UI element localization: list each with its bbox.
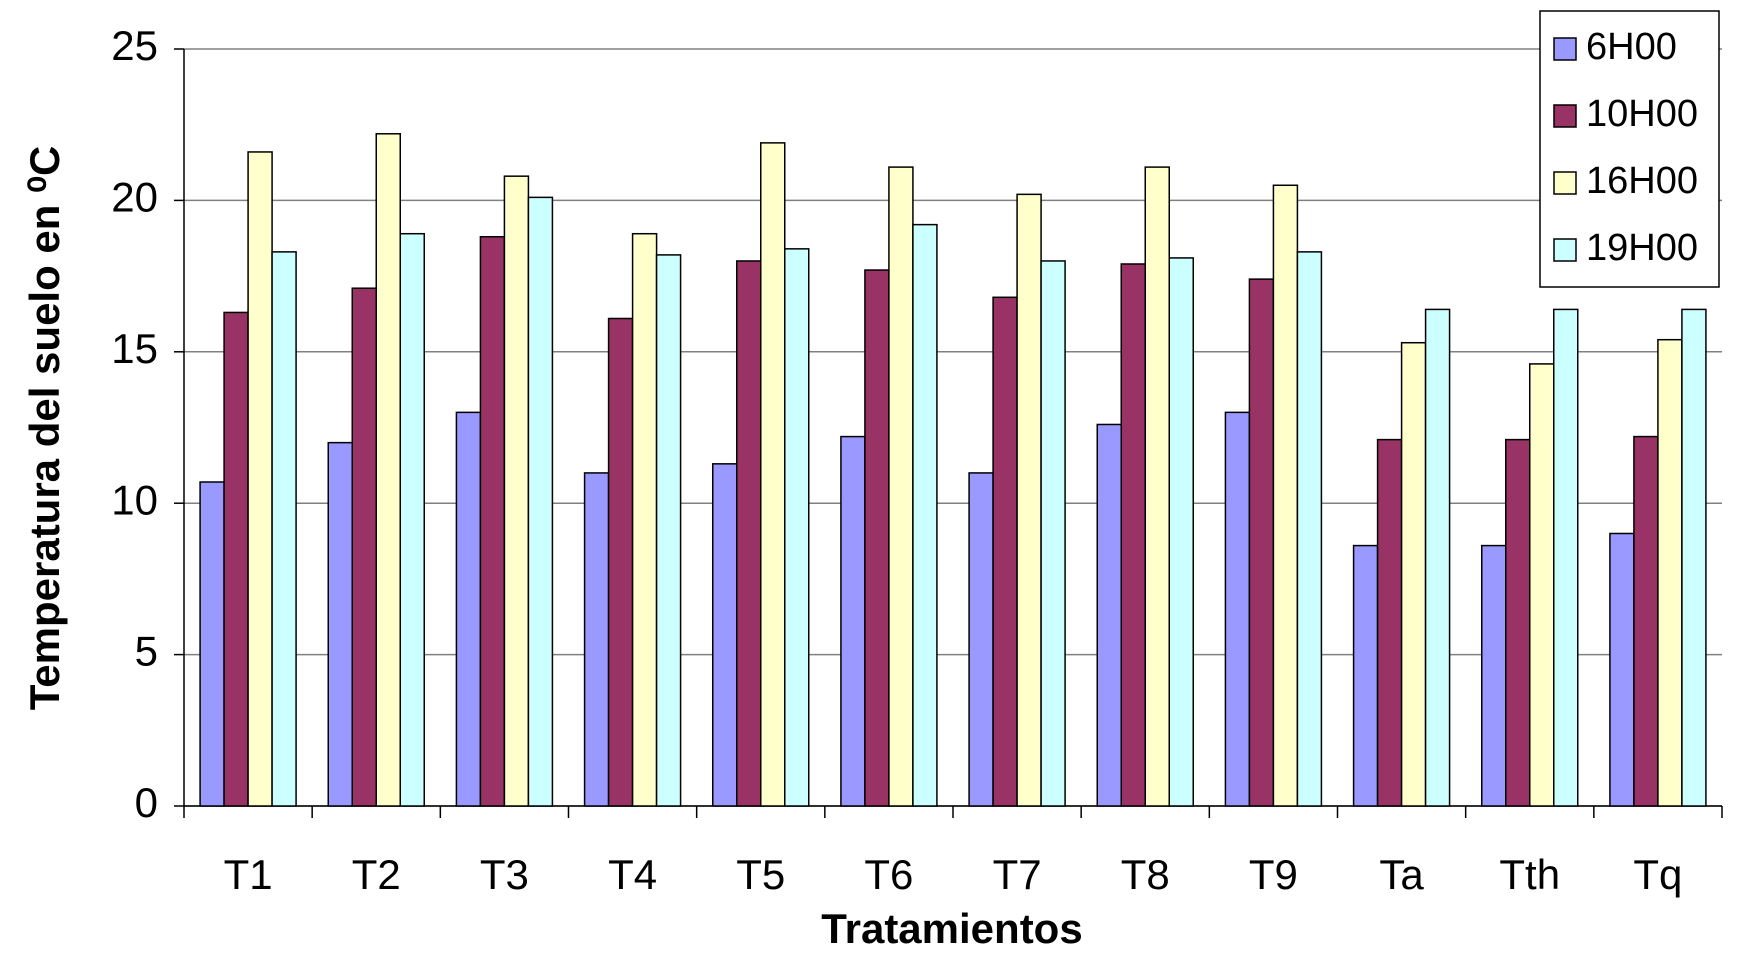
bar bbox=[1610, 533, 1634, 806]
x-tick-label: T7 bbox=[993, 851, 1042, 898]
bar bbox=[528, 197, 552, 806]
bar bbox=[609, 318, 633, 806]
bar bbox=[456, 412, 480, 806]
y-axis-label: Temperatura del suelo en ⁰C bbox=[21, 146, 68, 711]
x-tick-label: T4 bbox=[608, 851, 657, 898]
bar bbox=[1145, 167, 1169, 806]
bar bbox=[633, 234, 657, 806]
legend-swatch bbox=[1554, 38, 1576, 60]
bar bbox=[993, 297, 1017, 806]
bar bbox=[1658, 340, 1682, 806]
bar bbox=[376, 134, 400, 806]
bar bbox=[1097, 424, 1121, 806]
bar bbox=[200, 482, 224, 806]
bar bbox=[272, 252, 296, 806]
y-tick-label: 5 bbox=[135, 628, 158, 675]
bar bbox=[1169, 258, 1193, 806]
bar bbox=[969, 473, 993, 806]
bar bbox=[1354, 546, 1378, 806]
bar bbox=[841, 437, 865, 806]
bar bbox=[761, 143, 785, 806]
bar bbox=[1634, 437, 1658, 806]
bar bbox=[1506, 440, 1530, 806]
bar bbox=[1225, 412, 1249, 806]
legend-swatch bbox=[1554, 239, 1576, 261]
bar bbox=[1041, 261, 1065, 806]
x-axis-label: Tratamientos bbox=[821, 905, 1082, 952]
x-tick-label: T8 bbox=[1121, 851, 1170, 898]
bar bbox=[1378, 440, 1402, 806]
x-tick-label: T2 bbox=[352, 851, 401, 898]
bar bbox=[1121, 264, 1145, 806]
legend-swatch bbox=[1554, 172, 1576, 194]
x-tick-label: Ta bbox=[1379, 851, 1424, 898]
x-tick-label: Tq bbox=[1633, 851, 1682, 898]
bar bbox=[352, 288, 376, 806]
bar bbox=[328, 443, 352, 806]
y-tick-label: 25 bbox=[111, 22, 158, 69]
bar bbox=[913, 225, 937, 806]
x-tick-label: T1 bbox=[224, 851, 273, 898]
bar bbox=[248, 152, 272, 806]
x-tick-label: T9 bbox=[1249, 851, 1298, 898]
x-tick-label: Tth bbox=[1499, 851, 1560, 898]
bar bbox=[785, 249, 809, 806]
legend-label: 10H00 bbox=[1586, 93, 1698, 135]
x-tick-label: T5 bbox=[736, 851, 785, 898]
bar bbox=[400, 234, 424, 806]
bar bbox=[1682, 309, 1706, 806]
y-tick-label: 15 bbox=[111, 325, 158, 372]
y-tick-label: 20 bbox=[111, 173, 158, 220]
bar bbox=[1554, 309, 1578, 806]
bar bbox=[737, 261, 761, 806]
bar bbox=[889, 167, 913, 806]
bar bbox=[1482, 546, 1506, 806]
bar bbox=[1273, 185, 1297, 806]
bar bbox=[480, 237, 504, 806]
legend-swatch bbox=[1554, 105, 1576, 127]
legend-label: 6H00 bbox=[1586, 26, 1677, 68]
x-tick-label: T6 bbox=[864, 851, 913, 898]
y-tick-label: 0 bbox=[135, 779, 158, 826]
y-tick-label: 10 bbox=[111, 476, 158, 523]
bar bbox=[585, 473, 609, 806]
x-tick-label: T3 bbox=[480, 851, 529, 898]
bar bbox=[865, 270, 889, 806]
bar bbox=[1249, 279, 1273, 806]
bar bbox=[1530, 364, 1554, 806]
bar bbox=[713, 464, 737, 806]
chart: Tratamientos Temperatura del suelo en ⁰C… bbox=[0, 0, 1750, 977]
legend-label: 19H00 bbox=[1586, 227, 1698, 269]
bar bbox=[1297, 252, 1321, 806]
bar bbox=[1402, 343, 1426, 806]
legend-label: 16H00 bbox=[1586, 160, 1698, 202]
bar bbox=[657, 255, 681, 806]
bar bbox=[504, 176, 528, 806]
bar bbox=[1017, 194, 1041, 806]
bar bbox=[224, 312, 248, 806]
bar bbox=[1426, 309, 1450, 806]
